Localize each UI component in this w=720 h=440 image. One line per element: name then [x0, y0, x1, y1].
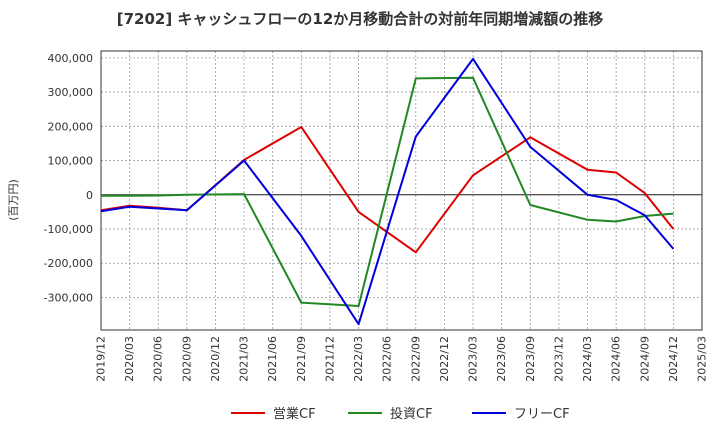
y-tick-label: 100,000: [48, 155, 94, 168]
y-tick-label: 0: [86, 189, 93, 202]
legend-label: 投資CF: [390, 406, 433, 422]
y-tick-label: 200,000: [48, 120, 94, 133]
y-tick-label: 400,000: [48, 52, 94, 65]
x-tick-label: 2021/09: [295, 336, 308, 382]
x-tick-label: 2024/03: [581, 336, 594, 382]
legend-label: 営業CF: [273, 406, 316, 422]
y-axis: 400,000 300,000 200,000 100,000 0 -100,000 -20…: [44, 52, 93, 305]
series-line: [101, 76, 674, 307]
x-tick-label: 2024/06: [610, 336, 623, 382]
y-tick-label: -300,000: [44, 291, 93, 304]
x-tick-label: 2022/09: [409, 336, 422, 382]
x-axis: 2019/12 2020/03 2020/06 2020/09 2020/12 2021/…: [95, 336, 709, 382]
y-axis-label: (百万円): [7, 179, 20, 221]
x-tick-label: 2023/12: [552, 336, 565, 382]
x-tick-label: 2021/12: [323, 336, 336, 382]
x-tick-label: 2022/03: [352, 336, 365, 382]
y-tick-label: 300,000: [48, 86, 94, 99]
x-tick-label: 2021/03: [238, 336, 251, 382]
x-tick-label: 2022/12: [438, 336, 451, 382]
grid: [100, 51, 703, 330]
x-tick-label: 2021/06: [266, 336, 279, 382]
x-tick-label: 2022/06: [381, 336, 394, 382]
legend-label: フリーCF: [514, 407, 570, 422]
chart-title: [7202] キャッシュフローの12か月移動合計の対前年同期増減額の推移: [116, 10, 604, 28]
x-tick-label: 2023/03: [467, 336, 480, 382]
x-tick-label: 2020/06: [152, 336, 165, 382]
x-tick-label: 2020/12: [209, 336, 222, 382]
x-tick-label: 2023/09: [524, 336, 537, 382]
x-tick-label: 2020/03: [123, 336, 136, 382]
x-tick-label: 2025/03: [696, 336, 709, 382]
x-tick-label: 2020/09: [180, 336, 193, 382]
x-tick-label: 2024/09: [638, 336, 651, 382]
x-tick-label: 2024/12: [667, 336, 680, 382]
series-layer: [100, 57, 675, 326]
y-tick-label: -100,000: [44, 223, 93, 236]
series-line: [100, 57, 675, 326]
plot-frame: [100, 50, 703, 331]
y-tick-label: -200,000: [44, 257, 93, 270]
x-tick-label: 2023/06: [495, 336, 508, 382]
x-tick-label: 2019/12: [95, 336, 108, 382]
legend: 営業CF 投資CF フリーCF: [231, 406, 570, 422]
